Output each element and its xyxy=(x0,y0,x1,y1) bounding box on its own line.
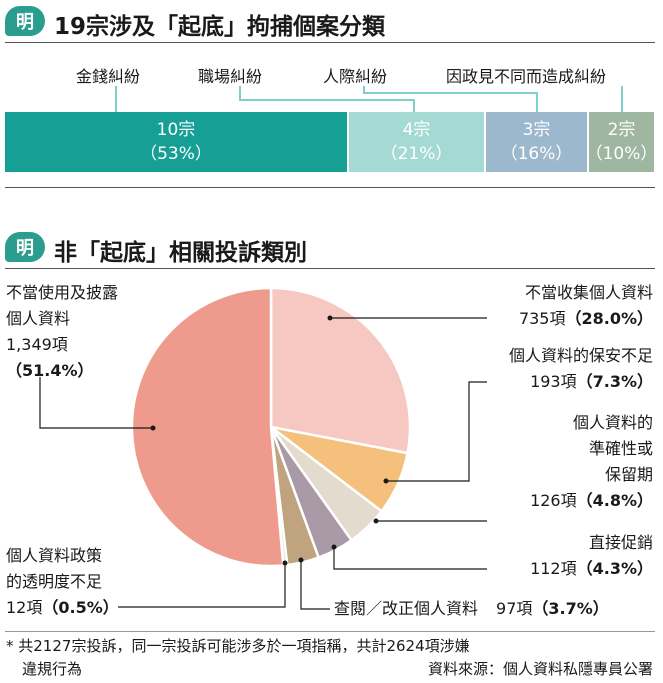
label-security-count: 193項 xyxy=(530,372,577,391)
section2-divider xyxy=(5,268,655,269)
category-label-interpersonal: 人際糾紛 xyxy=(323,67,388,86)
label-security-pct: （7.3%） xyxy=(576,372,653,391)
label-access-correction: 查閱／改正個人資料 97項（3.7%） xyxy=(334,596,609,622)
label-accuracy-count: 126項 xyxy=(530,491,577,510)
label-improper-collection-pct: （28.0%） xyxy=(565,309,653,328)
label-security: 個人資料的保安不足 193項（7.3%） xyxy=(509,343,653,395)
section1-bottom-divider xyxy=(5,187,655,188)
leader-dot xyxy=(331,544,337,550)
label-direct-marketing-pct: （4.3%） xyxy=(576,559,653,578)
ming-logo-2: 明 xyxy=(5,232,45,262)
section1-title: 19宗涉及「起底」拘捕個案分類 xyxy=(54,14,386,40)
footnote-line1: * 共2127宗投訴，同一宗投訴可能涉多於一項指稱，共計2624項涉嫌 xyxy=(6,637,470,655)
label-improper-collection-name: 不當收集個人資料 xyxy=(524,283,653,302)
label-accuracy-pct: （4.8%） xyxy=(576,491,653,510)
bar-value-interpersonal: 3宗 xyxy=(522,120,551,140)
footnote-divider xyxy=(5,631,655,632)
leader-dot xyxy=(282,560,288,566)
label-access-correction-name: 查閱／改正個人資料 xyxy=(334,599,479,618)
label-access-correction-count: 97項 xyxy=(496,599,533,618)
leader-dot xyxy=(150,425,156,431)
label-improper-use-count: 1,349項 xyxy=(6,335,68,354)
label-improper-use-line1: 不當使用及披露 xyxy=(6,283,119,302)
data-source: 資料來源：個人資料私隱專員公署 xyxy=(427,660,653,678)
category-label-political: 因政見不同而造成糾紛 xyxy=(446,67,607,86)
section2-title: 非「起底」相關投訴類別 xyxy=(54,240,307,266)
bar-segment-workplace: 4宗 （21%） xyxy=(349,112,484,172)
label-improper-use-pct: （51.4%） xyxy=(6,361,94,380)
ming-logo: 明 xyxy=(5,6,45,36)
leader-dot xyxy=(383,478,389,484)
label-improper-use: 不當使用及披露 個人資料 1,349項 （51.4%） xyxy=(6,280,118,384)
label-improper-collection: 不當收集個人資料 735項（28.0%） xyxy=(519,280,653,332)
label-access-correction-pct: （3.7%） xyxy=(532,599,609,618)
label-security-name: 個人資料的保安不足 xyxy=(508,346,653,365)
bar-segment-money: 10宗 （53%） xyxy=(5,112,347,172)
label-policy-transparency: 個人資料政策 的透明度不足 12項（0.5%） xyxy=(6,543,119,621)
bar-value-money: 10宗 xyxy=(156,120,196,140)
pie-leader-lines xyxy=(39,317,487,610)
label-policy-line2: 的透明度不足 xyxy=(6,572,103,591)
label-improper-collection-count: 735項 xyxy=(518,309,566,328)
label-accuracy-line2: 準確性或 xyxy=(588,439,653,458)
label-policy-line1: 個人資料政策 xyxy=(6,546,103,565)
label-policy-pct: （0.5%） xyxy=(42,598,119,617)
bar-segment-political: 2宗 （10%） xyxy=(586,112,657,172)
bar-percent-money: （53%） xyxy=(140,144,212,164)
label-direct-marketing: 直接促銷 112項（4.3%） xyxy=(530,530,653,582)
footnote-line2: 違規行為 xyxy=(22,660,83,678)
label-accuracy-line3: 保留期 xyxy=(604,465,653,484)
label-policy-count: 12項 xyxy=(6,598,43,617)
leader-dot xyxy=(327,315,333,321)
label-direct-marketing-count: 112項 xyxy=(530,559,577,578)
label-accuracy: 個人資料的 準確性或 保留期 126項（4.8%） xyxy=(530,410,653,514)
bar-value-workplace: 4宗 xyxy=(402,120,431,140)
leader-dot xyxy=(373,518,379,524)
pie-slice-improper-collection xyxy=(269,286,412,455)
category-label-money: 金錢糾紛 xyxy=(76,67,141,86)
label-accuracy-line1: 個人資料的 xyxy=(572,413,653,432)
leader-dot xyxy=(298,557,304,563)
label-improper-use-line2: 個人資料 xyxy=(6,309,71,328)
category-leader-lines xyxy=(115,86,623,112)
bar-percent-workplace: （21%） xyxy=(380,144,453,164)
label-direct-marketing-name: 直接促銷 xyxy=(588,533,653,552)
bar-percent-interpersonal: （16%） xyxy=(500,144,573,164)
section1-divider xyxy=(5,42,655,43)
bar-segment-interpersonal: 3宗 （16%） xyxy=(486,112,587,172)
category-label-workplace: 職場糾紛 xyxy=(198,67,263,86)
bar-value-political: 2宗 xyxy=(607,120,636,140)
pie-outline xyxy=(131,287,411,567)
bar-percent-political: （10%） xyxy=(585,144,658,164)
